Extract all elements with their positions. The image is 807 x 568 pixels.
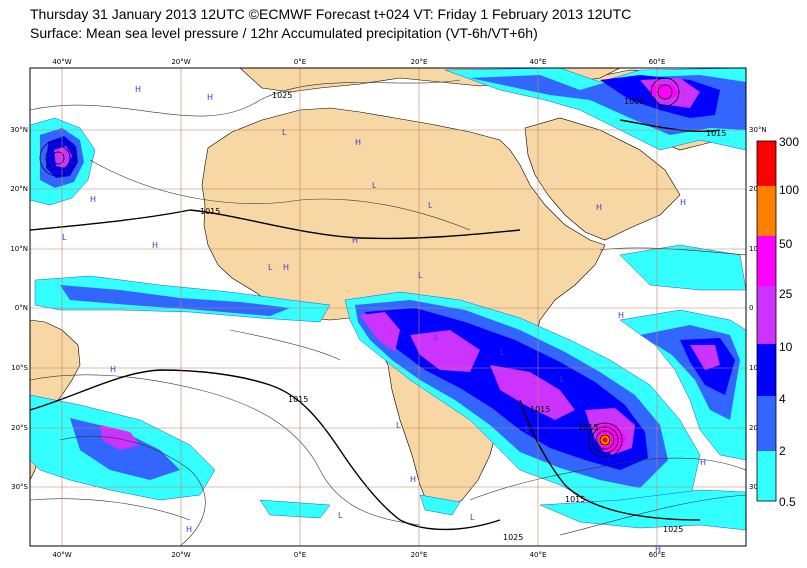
legend-swatch <box>757 396 776 451</box>
cyclone-isobars <box>39 77 680 458</box>
lat-label-left: 10°S <box>11 364 28 372</box>
lon-label-top: 20°W <box>171 58 190 66</box>
isobar-1015 <box>30 119 721 531</box>
lon-label-bottom: 40°E <box>530 551 547 559</box>
pressure-centre-label: L <box>268 263 273 272</box>
lon-label-top: 60°E <box>649 58 666 66</box>
pressure-centre-label: H <box>207 93 213 102</box>
pressure-centre-label: H <box>655 545 661 554</box>
isobar-lines <box>30 79 746 546</box>
pressure-centre-label: L <box>282 128 287 137</box>
lon-label-bottom: 20°W <box>171 551 190 559</box>
lat-label-left: 0°N <box>15 304 28 312</box>
legend-label: 100 <box>779 183 799 197</box>
arabia-land <box>524 117 681 241</box>
pressure-centre-label: H <box>186 525 192 534</box>
map-frame <box>29 67 747 547</box>
pressure-centre-label: H <box>355 138 361 147</box>
pressure-centre-label: L <box>428 201 433 210</box>
pressure-centre-label: L <box>396 421 401 430</box>
pressure-centre-label: H <box>680 198 686 207</box>
lat-label-right: 10 <box>749 245 758 253</box>
lat-label-right: 10 <box>749 364 758 372</box>
isobar-label: 1015 <box>578 423 598 432</box>
pressure-centre-label: L <box>338 511 343 520</box>
lat-label-left: 20°N <box>10 185 28 193</box>
pressure-centre-label: H <box>152 241 158 250</box>
legend-label: 10 <box>779 340 793 354</box>
pressure-centre-label: L <box>470 513 475 522</box>
legend-label: 300 <box>779 135 799 149</box>
lat-label-left: 10°N <box>10 245 28 253</box>
isobar-label: 1015 <box>200 207 220 216</box>
pressure-centre-label: H <box>596 203 602 212</box>
legend-label: 4 <box>779 392 786 406</box>
pressure-centre-label: H <box>352 236 358 245</box>
pressure-centre-label: L <box>62 233 67 242</box>
lat-label-left: 30°S <box>11 483 28 491</box>
precipitation-legend: 300 100 50 25 10 4 2 0.5 <box>756 135 799 509</box>
isobar-label: 1015 <box>706 129 726 138</box>
legend-swatch <box>757 286 776 344</box>
graticule <box>30 68 746 546</box>
legend-swatch <box>757 451 776 501</box>
pressure-centre-label: L <box>500 348 505 357</box>
isobar-label: 1025 <box>503 533 523 542</box>
pressure-centre-label: H <box>110 365 116 374</box>
lat-label-right: 20 <box>749 185 758 193</box>
pressure-centre-label: H <box>700 458 706 467</box>
pressure-centre-label: L <box>525 425 530 434</box>
legend-label: 50 <box>779 237 793 251</box>
legend-swatch <box>757 344 776 396</box>
lat-label-right: 0 <box>749 304 753 312</box>
lat-label-right: 30°N <box>749 126 767 134</box>
isobar-label: 1000 <box>624 97 644 106</box>
pressure-centre-label: H <box>410 475 416 484</box>
pressure-centre-label: H <box>90 195 96 204</box>
lon-label-top: 40°E <box>530 58 547 66</box>
pressure-centre-label: L <box>434 333 439 342</box>
lon-label-top: 20°E <box>411 58 428 66</box>
isobar-label: 1025 <box>663 525 683 534</box>
pressure-centre-label: H <box>618 311 624 320</box>
chart-title-line-2: Surface: Mean sea level pressure / 12hr … <box>30 25 538 41</box>
lon-label-bottom: 40°W <box>52 551 71 559</box>
lat-label-left: 20°S <box>11 424 28 432</box>
pressure-centre-label: L <box>372 181 377 190</box>
pressure-centre-label: L <box>418 271 423 280</box>
lat-label-right: 30 <box>749 483 758 491</box>
isobar-label: 1025 <box>272 91 292 100</box>
lon-label-top: 40°W <box>52 58 71 66</box>
legend-label: 0.5 <box>779 495 796 509</box>
chart-title-line-1: Thursday 31 January 2013 12UTC ©ECMWF Fo… <box>30 6 632 22</box>
legend-label: 2 <box>779 444 786 458</box>
isobar-label: 1015 <box>530 405 550 414</box>
pressure-centre-label: L <box>560 375 565 384</box>
pressure-centre-label: H <box>135 85 141 94</box>
lon-label-bottom: 0°E <box>294 551 306 559</box>
lon-label-bottom: 20°E <box>411 551 428 559</box>
lat-label-right: 20 <box>749 424 758 432</box>
lon-label-bottom: 60°E <box>649 551 666 559</box>
legend-swatch <box>757 141 776 186</box>
legend-swatch <box>757 236 776 286</box>
isobar-label: 1015 <box>565 495 585 504</box>
isobar-label: 1015 <box>288 395 308 404</box>
legend-swatch <box>757 186 776 236</box>
pressure-centre-label: H <box>283 263 289 272</box>
legend-label: 25 <box>779 287 793 301</box>
lat-label-left: 30°N <box>10 126 28 134</box>
lon-label-top: 0°E <box>294 58 306 66</box>
